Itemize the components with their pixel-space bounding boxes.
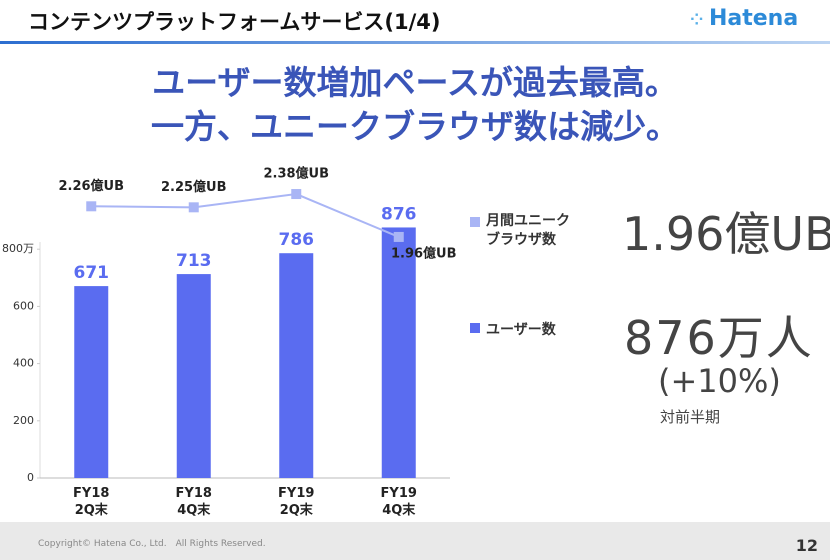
- y-tick-label: 400: [13, 357, 34, 370]
- headline: 一方、ユニークブラウザ数は減少。: [151, 107, 679, 146]
- line-marker: [86, 201, 97, 212]
- bar: [176, 274, 211, 478]
- logo: ⁘ Hatena: [690, 6, 798, 31]
- stat-ub: 1.96億UB: [622, 207, 830, 261]
- line-value-label: 1.96億UB: [391, 245, 457, 261]
- x-tick-label-line: 2Q末: [75, 502, 109, 518]
- headline: ユーザー数増加ペースが過去最高。: [152, 63, 678, 102]
- x-tick-label: FY19 4Q末: [381, 486, 417, 518]
- bar-value-label: 876: [381, 204, 417, 224]
- stat-users: 876万人: [624, 311, 814, 365]
- bar-value-label: 713: [176, 251, 212, 271]
- x-tick-label-line: FY19: [278, 486, 314, 501]
- x-tick-label-line: 4Q末: [382, 502, 416, 518]
- y-tick-label: 800万: [2, 242, 34, 255]
- bar-value-label: 786: [279, 230, 315, 250]
- copyright: Copyright© Hatena Co., Ltd. All Rights R…: [38, 539, 266, 549]
- header-rule: [0, 41, 830, 44]
- line-value-label: 2.25億UB: [161, 179, 227, 195]
- line-value-label: 2.38億UB: [263, 166, 329, 182]
- bar: [74, 286, 109, 478]
- y-tick-label: 600: [13, 299, 34, 312]
- line: [91, 193, 400, 238]
- footer: [0, 522, 830, 560]
- line-marker: [188, 202, 199, 213]
- line-value-label: 2.26億UB: [58, 178, 124, 194]
- x-tick-label-line: 2Q末: [280, 502, 314, 518]
- y-tick-label: 200: [13, 414, 34, 427]
- x-tick-label: FY19 2Q末: [278, 486, 314, 518]
- y-tick-label: 0: [27, 471, 34, 484]
- bar: [381, 227, 416, 478]
- legend-swatch: [470, 323, 480, 333]
- legend-swatch: [470, 217, 480, 227]
- slide-title: コンテンツプラットフォームサービス(1/4): [28, 10, 441, 34]
- x-tick-label: FY18 2Q末: [73, 486, 109, 518]
- x-tick-label-line: FY18: [176, 486, 212, 501]
- x-tick-label: FY18 4Q末: [176, 486, 212, 518]
- line-marker: [291, 189, 302, 200]
- x-tick-label-line: FY18: [73, 486, 109, 501]
- stat-note: 対前半期: [660, 408, 721, 426]
- legend-label: 月間ユニークブラウザ数: [486, 213, 570, 248]
- bar-value-label: 671: [74, 263, 110, 283]
- page-number: 12: [795, 536, 818, 555]
- stat-growth: (+10%): [658, 362, 781, 400]
- line-marker: [393, 231, 404, 242]
- x-tick-label-line: FY19: [381, 486, 417, 501]
- x-tick-label-line: 4Q末: [177, 502, 211, 518]
- bar: [279, 253, 314, 478]
- logo-icon: ⁘: [690, 10, 709, 29]
- legend-label: ユーザー数: [486, 322, 556, 338]
- logo-text: Hatena: [708, 6, 799, 31]
